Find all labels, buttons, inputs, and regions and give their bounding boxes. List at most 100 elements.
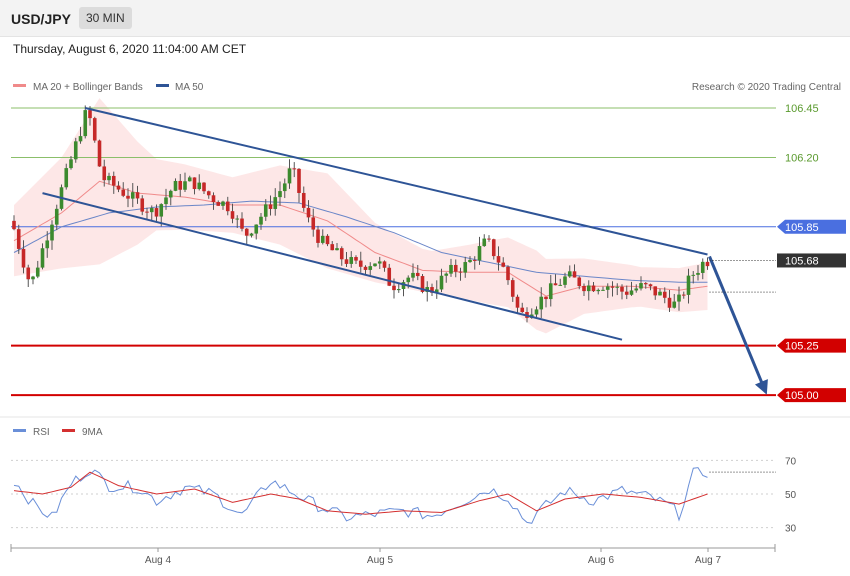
- candle-up: [586, 285, 591, 292]
- candle-down: [354, 257, 358, 261]
- candle-down: [544, 296, 548, 300]
- candle-up: [463, 262, 468, 273]
- candle-up: [168, 190, 173, 198]
- bollinger-band-fill: [14, 98, 708, 334]
- candle-down: [126, 195, 130, 199]
- candle-up: [278, 191, 282, 198]
- candle-up: [69, 159, 73, 169]
- price-legend: MA 20 + Bollinger Bands MA 50 Research ©…: [13, 82, 841, 93]
- levels-layer: [11, 107, 776, 397]
- rsi-panel: 70 50 30: [11, 456, 797, 535]
- candle-up: [396, 289, 401, 291]
- candle-down: [292, 168, 297, 170]
- candle-down: [316, 229, 320, 243]
- candle-up: [406, 277, 411, 283]
- candle-up: [377, 261, 382, 264]
- candle-down: [358, 260, 363, 267]
- candle-down: [472, 259, 477, 261]
- candle-down: [667, 297, 672, 308]
- rsi-legend-label: RSI: [33, 427, 50, 438]
- channel-layer: [42, 107, 768, 395]
- candle-up: [634, 288, 639, 291]
- candle-down: [491, 239, 496, 257]
- candle-up: [35, 267, 40, 277]
- current-price-tag: [777, 253, 846, 268]
- candle-down: [496, 256, 501, 263]
- level-labels-layer: 106.45 106.20 105.85 105.25 105.00 105.68: [709, 103, 846, 403]
- rsi-tick-label: 70: [785, 456, 797, 467]
- candle-up: [482, 238, 487, 247]
- candle-down: [662, 291, 667, 298]
- candle-up: [187, 177, 192, 182]
- candle-up: [373, 263, 377, 267]
- chart-header: USD/JPY 30 MIN: [0, 0, 850, 37]
- candle-up: [686, 275, 691, 295]
- candle-up: [282, 183, 287, 192]
- candle-up: [263, 204, 268, 217]
- candle-down: [415, 272, 420, 277]
- candle-up: [677, 294, 681, 302]
- candles-layer: [12, 105, 710, 323]
- candle-up: [249, 233, 254, 236]
- candle-up: [349, 257, 354, 264]
- candle-up: [73, 141, 78, 160]
- candle-up: [173, 180, 178, 191]
- x-tick-label: Aug 5: [367, 555, 394, 566]
- candle-up: [477, 246, 482, 261]
- x-axis: Aug 4 Aug 5 Aug 6 Aug 7: [10, 544, 776, 566]
- candle-up: [691, 274, 696, 276]
- candle-up: [149, 208, 154, 213]
- candle-down: [102, 166, 107, 181]
- candle-down: [610, 286, 615, 288]
- candle-down: [515, 296, 520, 308]
- candle-up: [273, 197, 278, 209]
- candle-down: [382, 261, 387, 268]
- rsi-legend-swatch: [13, 429, 26, 432]
- candle-down: [116, 185, 121, 190]
- candle-up: [31, 276, 35, 280]
- rsi-line: [13, 467, 708, 524]
- candle-up: [221, 201, 225, 206]
- candle-up: [468, 259, 472, 263]
- candle-up: [235, 218, 240, 220]
- level-tag-105-85: [777, 219, 846, 234]
- candle-down: [311, 217, 316, 230]
- level-label-105-85: 105.85: [785, 222, 819, 234]
- candle-down: [506, 266, 510, 281]
- candle-up: [629, 290, 634, 295]
- candle-up: [615, 286, 620, 288]
- candle-down: [620, 286, 624, 292]
- rsi-tick-label: 30: [785, 524, 797, 535]
- channel-lower-line: [42, 192, 623, 341]
- candle-down: [88, 110, 92, 119]
- ma50-line: [13, 200, 708, 283]
- forecast-arrow-head: [754, 379, 768, 395]
- x-tick-label: Aug 6: [588, 555, 615, 566]
- candle-up: [567, 271, 572, 277]
- candle-down: [154, 208, 159, 217]
- candle-down: [192, 177, 197, 190]
- level-tag-105-00: [777, 388, 846, 403]
- candle-down: [140, 198, 145, 212]
- candle-up: [287, 168, 292, 184]
- candle-down: [553, 283, 558, 286]
- candle-down: [268, 204, 273, 209]
- candle-up: [159, 204, 164, 217]
- candle-down: [16, 229, 21, 249]
- candle-up: [539, 296, 544, 310]
- current-price-label: 105.68: [785, 255, 819, 267]
- rsi-ma-legend-swatch: [62, 429, 75, 432]
- rsi-ma-line: [13, 471, 708, 515]
- candle-down: [330, 244, 335, 251]
- candle-down: [225, 201, 230, 212]
- candle-up: [639, 283, 643, 289]
- candle-up: [534, 309, 539, 315]
- candle-up: [411, 272, 415, 278]
- level-label-105-25: 105.25: [785, 341, 819, 353]
- bollinger-bands-layer: [14, 98, 708, 334]
- x-tick-label: Aug 4: [145, 555, 172, 566]
- candle-down: [510, 280, 515, 297]
- candle-down: [206, 191, 211, 196]
- timeframe-badge[interactable]: 30 MIN: [79, 7, 132, 29]
- candle-down: [339, 248, 344, 260]
